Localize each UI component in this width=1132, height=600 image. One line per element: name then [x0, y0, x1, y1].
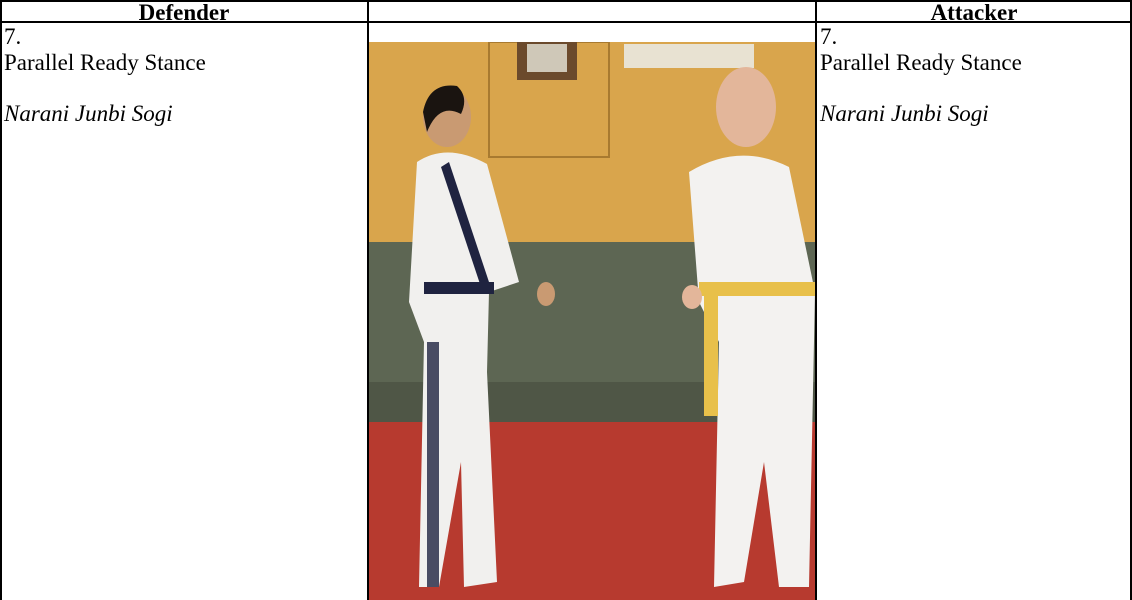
korean-name: Narani Junbi Sogi: [4, 101, 173, 126]
header-cell: Attacker: [930, 0, 1018, 25]
border: [1130, 0, 1132, 600]
border: [367, 0, 369, 600]
stance: Parallel Ready Stance: [820, 50, 1022, 75]
border: [0, 21, 1132, 23]
korean-name: Narani Junbi Sogi: [820, 101, 989, 126]
photo: [369, 42, 815, 600]
step-number: 7.: [820, 24, 838, 49]
border: [815, 0, 817, 600]
border: [0, 0, 1132, 2]
stance: Parallel Ready Stance: [4, 50, 206, 75]
step-number: 7.: [4, 24, 22, 49]
header-cell: Defender: [138, 0, 230, 25]
border: [0, 0, 2, 600]
